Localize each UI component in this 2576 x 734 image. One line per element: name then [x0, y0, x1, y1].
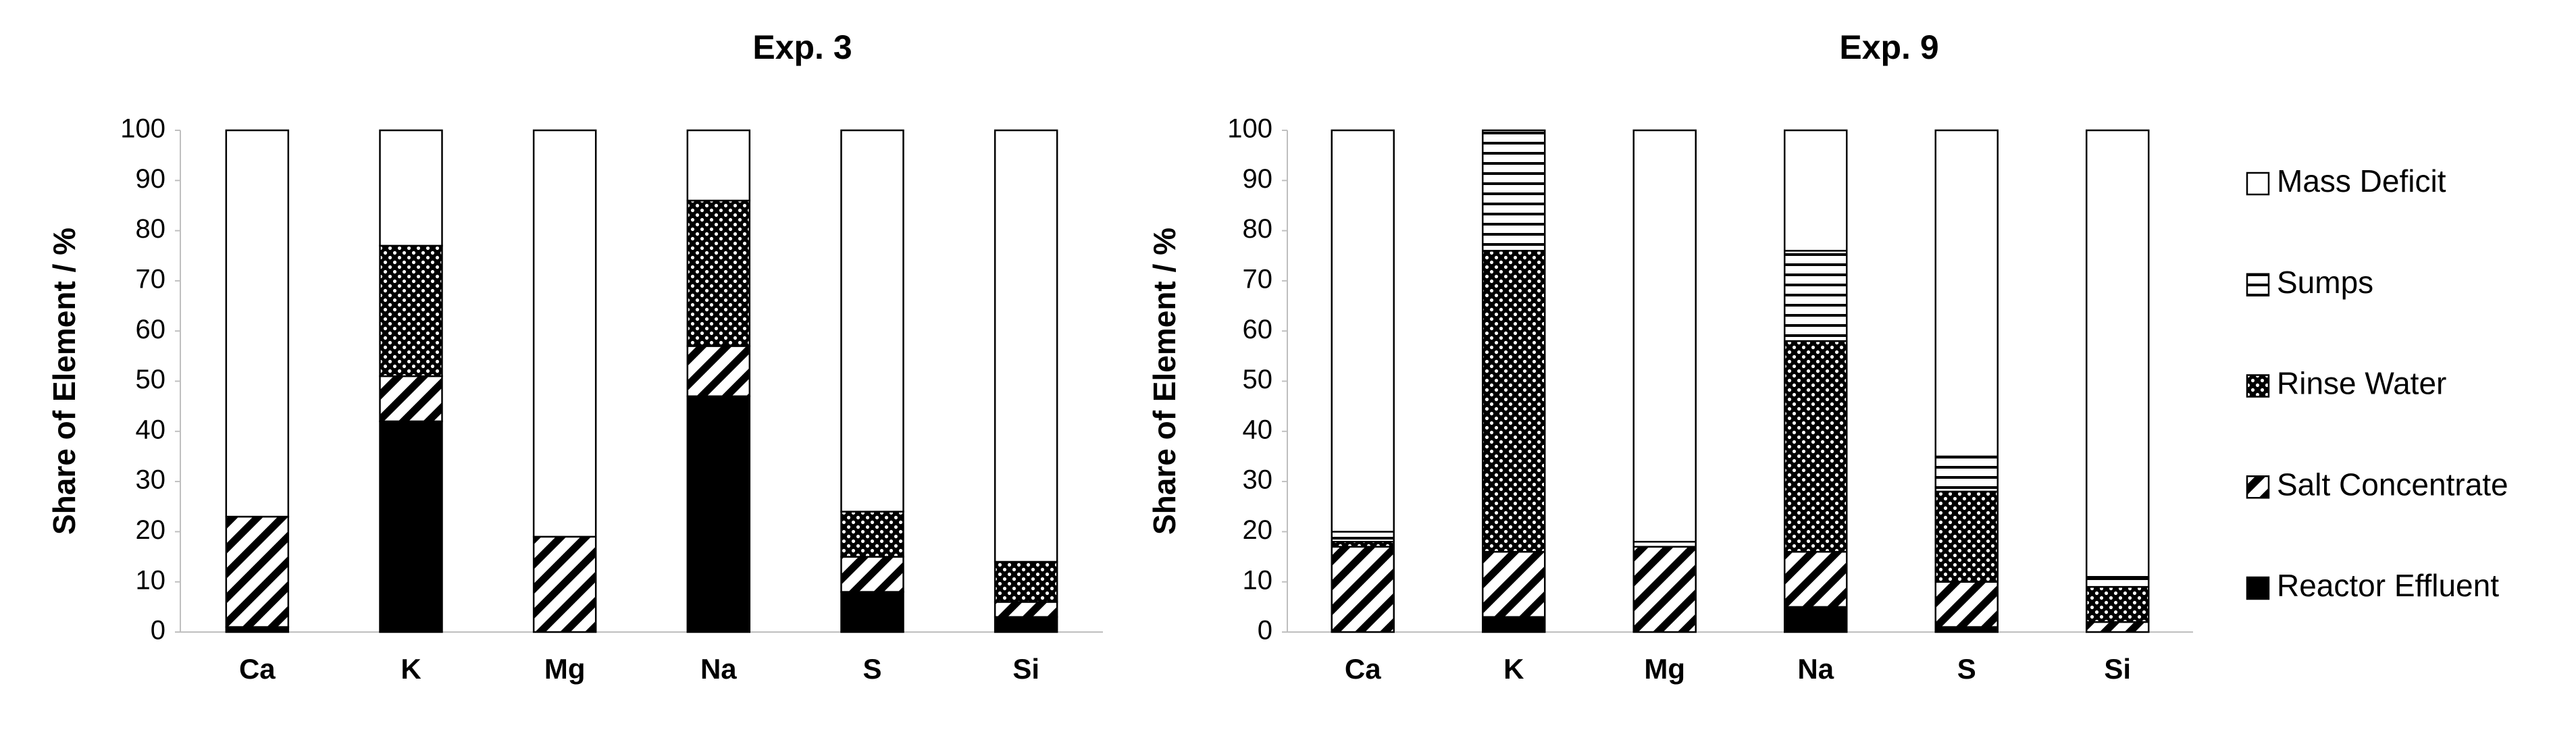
y-tick-label: 90	[136, 164, 166, 194]
bar-segment	[2086, 129, 2150, 578]
legend-swatch	[2246, 374, 2270, 398]
x-tick-label: Na	[700, 653, 737, 685]
y-tick-label: 100	[120, 114, 165, 144]
y-tick-label: 10	[136, 565, 166, 595]
bar-segment	[2086, 621, 2150, 633]
bar-segment	[1784, 606, 1848, 633]
bar-segment	[1934, 455, 1999, 493]
x-tick-label: Mg	[1644, 653, 1685, 685]
legend-swatch	[2246, 172, 2270, 196]
y-tick-label: 30	[1243, 465, 1273, 495]
bar-segment	[532, 129, 597, 538]
y-tick-label: 70	[136, 264, 166, 294]
y-tick-label: 90	[1243, 164, 1273, 194]
bar-segment	[1482, 550, 1546, 618]
bar-segment	[840, 129, 904, 513]
legend-label: Mass Deficit	[2277, 163, 2446, 199]
bar-segment	[1784, 129, 1848, 252]
bar-segment	[379, 420, 443, 633]
bar-segment	[840, 591, 904, 633]
chart-title: Exp. 9	[1839, 28, 1938, 66]
y-tick-label: 40	[1243, 415, 1273, 444]
x-tick-label: S	[862, 653, 881, 685]
bar-segment	[1482, 129, 1546, 252]
bar-segment	[994, 601, 1058, 618]
bar-segment	[379, 129, 443, 247]
bar-segment	[1784, 550, 1848, 608]
bar-segment	[1632, 129, 1697, 543]
bar-segment	[1934, 490, 1999, 583]
x-tick-label: Si	[2104, 653, 2131, 685]
bar-segment	[1784, 340, 1848, 553]
y-tick-label: 60	[1243, 315, 1273, 344]
y-tick-label: 0	[1258, 616, 1272, 646]
x-tick-label: Ca	[239, 653, 276, 685]
bar-segment	[686, 395, 751, 633]
bar-segment	[840, 510, 904, 558]
chart-title: Exp. 3	[752, 28, 852, 66]
bar-segment	[1482, 250, 1546, 553]
bar-segment	[1331, 531, 1395, 543]
legend-label: Salt Concentrate	[2277, 467, 2508, 502]
y-tick-label: 50	[1243, 365, 1273, 394]
x-tick-label: Ca	[1345, 653, 1381, 685]
bar-segment	[1934, 581, 1999, 628]
bar-segment	[840, 556, 904, 593]
bar-segment	[2086, 585, 2150, 623]
x-tick-label: K	[401, 653, 421, 685]
y-tick-label: 20	[1243, 515, 1273, 545]
y-tick-label: 40	[136, 415, 166, 444]
y-tick-label: 80	[136, 214, 166, 244]
bar-segment	[1934, 129, 1999, 458]
bar-segment	[686, 345, 751, 398]
bar-segment	[532, 535, 597, 633]
y-tick-label: 20	[136, 515, 166, 545]
bar-segment	[686, 199, 751, 347]
bar-segment	[1331, 129, 1395, 533]
bar-segment	[994, 129, 1058, 563]
y-tick-label: 100	[1227, 114, 1272, 144]
y-tick-label: 30	[136, 465, 166, 495]
legend-label: Reactor Effluent	[2277, 568, 2499, 603]
bar-segment	[994, 560, 1058, 603]
y-tick-label: 10	[1243, 565, 1273, 595]
y-tick-label: 60	[136, 315, 166, 344]
bar-segment	[1632, 546, 1697, 633]
y-axis-label: Share of Element / %	[47, 228, 82, 535]
legend-swatch	[2246, 475, 2270, 499]
bar-segment	[1482, 616, 1546, 633]
legend-swatch	[2246, 576, 2270, 600]
bar-segment	[686, 129, 751, 202]
legend-label: Rinse Water	[2277, 366, 2446, 401]
bar-segment	[994, 616, 1058, 633]
bar-segment	[379, 375, 443, 423]
bar-segment	[1784, 250, 1848, 342]
y-tick-label: 50	[136, 365, 166, 394]
bar-segment	[2086, 576, 2150, 588]
x-tick-label: Mg	[544, 653, 586, 685]
x-tick-label: K	[1503, 653, 1524, 685]
y-tick-label: 0	[151, 616, 165, 646]
y-tick-label: 70	[1243, 264, 1273, 294]
y-tick-label: 80	[1243, 214, 1273, 244]
legend-swatch	[2246, 273, 2270, 296]
x-tick-label: Si	[1012, 653, 1039, 685]
x-tick-label: Na	[1797, 653, 1834, 685]
bar-segment	[225, 129, 290, 518]
legend-label: Sumps	[2277, 265, 2373, 300]
bar-segment	[1331, 546, 1395, 633]
x-tick-label: S	[1957, 653, 1976, 685]
bar-segment	[225, 515, 290, 628]
y-axis-label: Share of Element / %	[1147, 228, 1182, 535]
bar-segment	[379, 244, 443, 377]
